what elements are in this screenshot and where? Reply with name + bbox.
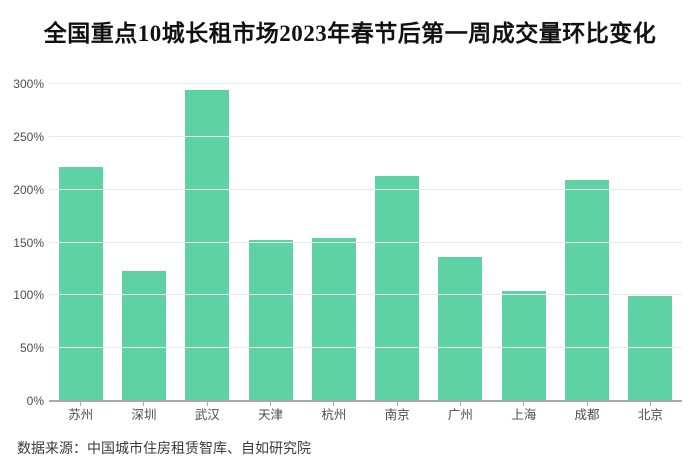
x-axis-tick xyxy=(523,402,525,406)
gridline xyxy=(49,241,682,243)
x-slot: 北京 xyxy=(619,402,682,422)
x-axis-tick xyxy=(80,402,82,406)
plot-area xyxy=(49,83,682,402)
bar-苏州 xyxy=(58,167,103,401)
bar-series xyxy=(49,84,682,401)
bar-slot xyxy=(492,84,555,401)
bar-slot xyxy=(239,84,302,401)
x-axis-tick xyxy=(396,402,398,406)
x-axis-tick-label: 深圳 xyxy=(131,408,157,422)
bar-北京 xyxy=(628,296,673,401)
x-axis-tick-label: 武汉 xyxy=(194,408,220,422)
bar-slot xyxy=(365,84,428,401)
gridline xyxy=(49,294,682,296)
bar-上海 xyxy=(501,291,546,401)
bar-武汉 xyxy=(185,90,230,401)
x-slot: 成都 xyxy=(555,402,618,422)
x-axis-tick xyxy=(206,402,208,406)
y-axis-tick-label: 0% xyxy=(26,394,44,408)
x-axis: 苏州 深圳 武汉 天津 杭州 南京 广州 上海 成都 北京 xyxy=(49,402,682,422)
x-slot: 天津 xyxy=(239,402,302,422)
x-slot: 深圳 xyxy=(112,402,175,422)
bar-slot xyxy=(176,84,239,401)
x-axis-tick-label: 南京 xyxy=(384,408,410,422)
bar-深圳 xyxy=(121,271,166,401)
x-axis-tick-label: 上海 xyxy=(511,408,537,422)
y-axis-tick-label: 200% xyxy=(13,182,44,197)
x-axis-tick-label: 成都 xyxy=(574,408,600,422)
x-axis-tick xyxy=(270,402,272,406)
x-axis-tick-label: 广州 xyxy=(447,408,473,422)
x-axis-tick-label: 北京 xyxy=(637,408,663,422)
x-axis-tick xyxy=(649,402,651,406)
bar-slot xyxy=(302,84,365,401)
x-axis-tick-label: 杭州 xyxy=(321,408,347,422)
bar-天津 xyxy=(248,240,293,401)
data-source: 数据来源：中国城市住房租赁智库、自如研究院 xyxy=(17,440,311,456)
bar-广州 xyxy=(438,257,483,401)
x-axis-tick xyxy=(333,402,335,406)
gridline xyxy=(49,188,682,190)
bar-南京 xyxy=(375,175,420,401)
bar-杭州 xyxy=(311,238,356,401)
x-slot: 上海 xyxy=(492,402,555,422)
x-slot: 广州 xyxy=(429,402,492,422)
y-axis-tick-label: 300% xyxy=(13,77,44,91)
y-axis: 0% 50% 100% 150% 200% 250% 300% xyxy=(0,78,44,407)
x-axis-tick-label: 天津 xyxy=(258,408,284,422)
x-axis-line xyxy=(49,400,682,402)
bar-slot xyxy=(619,84,682,401)
y-axis-tick-label: 100% xyxy=(13,288,44,303)
x-slot: 武汉 xyxy=(176,402,239,422)
gridline xyxy=(49,347,682,349)
x-axis-tick-label: 苏州 xyxy=(68,408,94,422)
y-axis-tick-label: 50% xyxy=(19,341,44,356)
y-axis-tick-label: 150% xyxy=(13,235,44,250)
x-slot: 杭州 xyxy=(302,402,365,422)
x-axis-tick xyxy=(586,402,588,406)
x-slot: 南京 xyxy=(365,402,428,422)
bar-slot xyxy=(112,84,175,401)
bar-slot xyxy=(555,84,618,401)
chart-title: 全国重点10城长租市场2023年春节后第一周成交量环比变化 xyxy=(43,21,657,46)
gridline xyxy=(49,135,682,137)
x-axis-tick xyxy=(143,402,145,406)
bar-slot xyxy=(49,84,112,401)
x-slot: 苏州 xyxy=(49,402,112,422)
bar-slot xyxy=(429,84,492,401)
gridline xyxy=(49,83,682,84)
bar-成都 xyxy=(565,180,610,401)
x-axis-tick xyxy=(459,402,461,406)
y-axis-tick-label: 250% xyxy=(13,129,44,144)
